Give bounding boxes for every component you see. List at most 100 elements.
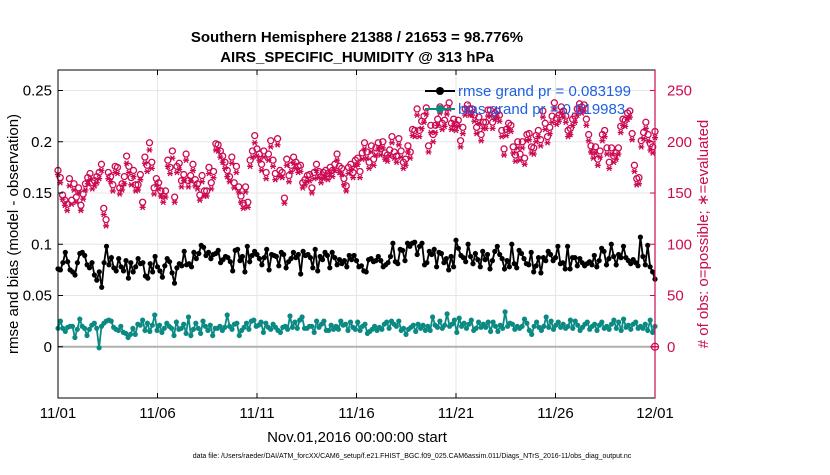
rmse-point <box>310 265 316 271</box>
bias-point <box>575 322 581 328</box>
obs-evaluated-marker <box>98 167 105 174</box>
rmse-point <box>363 269 369 275</box>
rmse-point <box>237 258 243 264</box>
rmse-point <box>574 263 580 269</box>
bias-point <box>229 326 235 332</box>
rmse-point <box>261 255 267 261</box>
obs-evaluated-marker <box>114 170 121 177</box>
rmse-point <box>606 256 612 262</box>
bias-point <box>548 318 554 324</box>
obs-evaluated-marker <box>571 119 578 126</box>
obs-possible-marker <box>459 123 467 132</box>
obs-evaluated-marker <box>89 185 96 192</box>
bias-point <box>309 323 315 329</box>
obs-possible-marker <box>603 144 611 152</box>
obs-possible-marker <box>507 121 515 129</box>
rmse-point <box>128 260 134 266</box>
rmse-point <box>72 272 78 278</box>
bias-point <box>292 319 298 325</box>
obs-possible-marker <box>434 115 442 123</box>
obs-evaluated-marker <box>359 156 366 163</box>
obs-evaluated-marker <box>123 160 130 167</box>
obs-evaluated-marker <box>629 136 636 143</box>
bias-point <box>251 317 257 323</box>
rmse-point <box>378 258 384 264</box>
obs-possible-marker <box>550 99 559 107</box>
rmse-point <box>455 245 461 251</box>
obs-possible-marker <box>136 170 144 179</box>
bias-point <box>379 326 385 332</box>
obs-evaluated-marker <box>297 168 304 175</box>
obs-evaluated-marker <box>501 152 508 158</box>
obs-evaluated-marker <box>549 119 556 126</box>
bias-point <box>173 319 179 325</box>
bias-point <box>449 321 455 327</box>
bias-point <box>567 317 574 323</box>
bias-point <box>531 323 537 329</box>
obs-possible-marker <box>514 138 522 146</box>
obs-possible-marker <box>182 150 190 158</box>
bias-point <box>258 319 264 325</box>
obs-possible-marker <box>360 139 369 147</box>
obs-evaluated-marker <box>558 110 565 116</box>
obs-evaluated-marker <box>379 144 386 151</box>
rmse-point <box>548 251 554 258</box>
bias-point <box>384 319 390 325</box>
obs-evaluated-marker <box>455 123 462 130</box>
rmse-point <box>543 258 549 264</box>
obs-possible-marker <box>395 135 403 143</box>
obs-possible-marker <box>482 118 490 126</box>
rmse-point <box>276 263 282 269</box>
obs-evaluated-marker <box>489 125 496 132</box>
bias-point <box>642 321 648 327</box>
rmse-point <box>434 264 440 270</box>
rmse-point <box>91 272 97 278</box>
rmse-point <box>133 264 139 270</box>
obs-possible-marker <box>374 139 382 147</box>
obs-evaluated-marker <box>135 187 142 193</box>
bias-point <box>210 332 216 339</box>
obs-evaluated-marker <box>199 178 206 185</box>
x-tick-label: 11/21 <box>438 405 474 422</box>
obs-possible-marker <box>607 144 616 152</box>
obs-evaluated-marker <box>194 185 201 192</box>
obs-evaluated-marker <box>425 149 432 155</box>
rmse-point <box>62 249 68 255</box>
obs-evaluated-marker <box>61 202 68 209</box>
rmse-point <box>535 255 542 261</box>
bias-point <box>260 329 266 335</box>
rmse-point <box>358 263 364 269</box>
obs-evaluated-marker <box>517 157 524 164</box>
obs-evaluated-marker <box>574 112 581 119</box>
obs-evaluated-marker <box>334 157 341 164</box>
obs-possible-marker <box>308 184 316 192</box>
rmse-point <box>332 255 338 261</box>
rmse-point <box>472 250 478 257</box>
obs-evaluated-marker <box>478 137 485 144</box>
rmse-point <box>424 260 430 266</box>
footnote: data file: /Users/raeder/DAI/ATM_forcXX/… <box>193 453 632 460</box>
obs-evaluated-marker <box>482 125 489 132</box>
obs-evaluated-marker <box>533 138 540 145</box>
rmse-point <box>448 253 454 260</box>
bias-point <box>147 328 153 334</box>
obs-evaluated-marker <box>434 122 441 129</box>
obs-evaluated-marker <box>128 181 135 188</box>
obs-evaluated-marker <box>363 155 370 162</box>
obs-evaluated-marker <box>631 168 638 175</box>
obs-evaluated-marker <box>71 187 78 193</box>
obs-evaluated-marker <box>597 154 604 161</box>
bias-point <box>613 325 619 331</box>
rmse-point <box>113 268 119 274</box>
bias-point <box>524 320 530 326</box>
y-tick-label: 0.1 <box>31 236 52 253</box>
obs-evaluated-marker <box>498 133 505 140</box>
rmse-point <box>463 259 469 265</box>
bias-point <box>570 325 576 331</box>
rmse-point <box>531 269 537 275</box>
obs-evaluated-marker <box>388 139 395 146</box>
y-axis-right-label: # of obs: o=possible; ∗=evaluated <box>695 120 712 349</box>
rmse-point <box>492 248 498 254</box>
obs-possible-marker <box>106 172 115 181</box>
rmse-point <box>465 241 471 247</box>
